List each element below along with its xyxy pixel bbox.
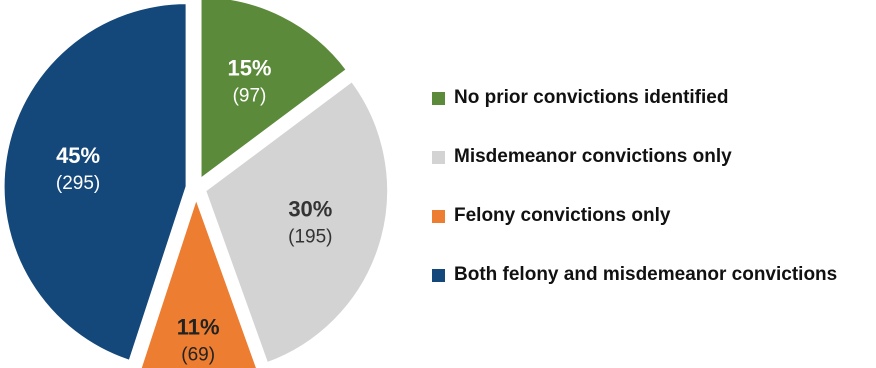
- pie-slice-felony: [138, 192, 260, 368]
- slice-count-label-no-prior: (97): [233, 85, 267, 106]
- slice-percent-label-felony: 11%: [177, 315, 220, 340]
- slice-count-label-both: (295): [56, 173, 100, 194]
- legend-item-felony: Felony convictions only: [432, 201, 837, 231]
- legend-swatch-felony: [432, 209, 445, 223]
- slice-percent-label-both: 45%: [56, 143, 100, 168]
- legend-item-misdemeanor: Misdemeanor convictions only: [432, 142, 837, 172]
- legend-item-no-prior: No prior convictions identified: [432, 83, 837, 113]
- legend-swatch-misdemeanor: [432, 150, 445, 164]
- pie-slice-no-prior: [198, 0, 350, 183]
- slice-percent-label-no-prior: 15%: [227, 55, 271, 80]
- legend-label-felony: Felony convictions only: [454, 205, 671, 226]
- legend: No prior convictions identified Misdemea…: [432, 83, 837, 290]
- slice-percent-label-misdemeanor: 30%: [288, 196, 332, 221]
- legend-swatch-no-prior: [432, 91, 445, 105]
- legend-label-both: Both felony and misdemeanor convictions: [454, 264, 838, 285]
- legend-item-both: Both felony and misdemeanor convictions: [432, 260, 837, 290]
- legend-label-no-prior: No prior convictions identified: [454, 87, 729, 108]
- legend-swatch-both: [432, 268, 445, 282]
- pie-slice-both: [1, 1, 189, 364]
- legend-label-misdemeanor: Misdemeanor convictions only: [454, 146, 732, 167]
- pie-slice-misdemeanor: [202, 78, 391, 366]
- slice-count-label-misdemeanor: (195): [288, 226, 332, 247]
- slice-count-label-felony: (69): [181, 345, 215, 366]
- pie-chart: 15% (97) 30% (195) 11% (69) 45% (295): [1, 0, 391, 368]
